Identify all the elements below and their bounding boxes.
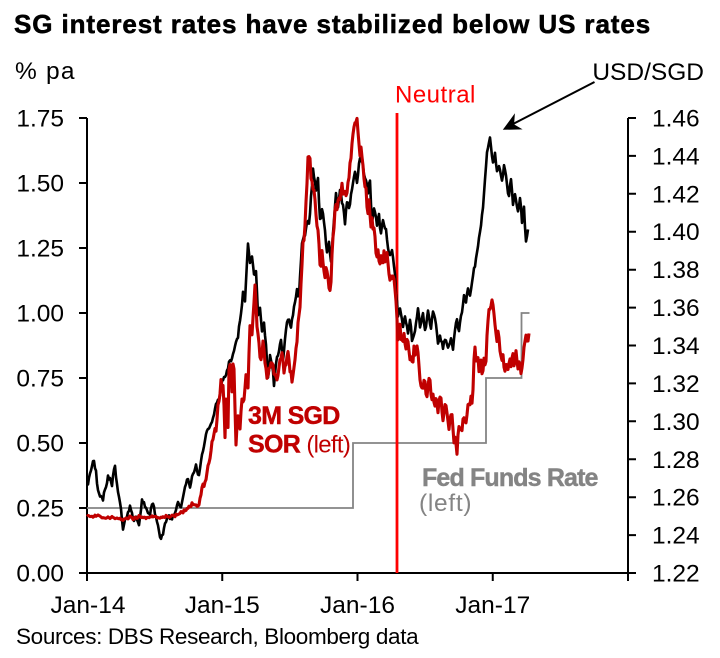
svg-text:1.40: 1.40 — [652, 219, 700, 246]
svg-text:1.42: 1.42 — [652, 181, 700, 208]
svg-text:1.25: 1.25 — [16, 236, 64, 263]
svg-text:0.00: 0.00 — [16, 561, 64, 588]
svg-text:3M SGD: 3M SGD — [248, 402, 340, 430]
svg-text:1.24: 1.24 — [652, 523, 700, 550]
svg-text:1.34: 1.34 — [652, 333, 700, 360]
svg-text:1.26: 1.26 — [652, 485, 700, 512]
svg-text:1.44: 1.44 — [652, 143, 700, 170]
svg-text:1.28: 1.28 — [652, 447, 700, 474]
svg-text:0.75: 0.75 — [16, 366, 64, 393]
svg-text:1.36: 1.36 — [652, 295, 700, 322]
svg-text:(left): (left) — [419, 490, 472, 517]
svg-text:1.75: 1.75 — [16, 106, 64, 133]
svg-text:% pa: % pa — [15, 58, 76, 85]
svg-text:1.00: 1.00 — [16, 301, 64, 328]
svg-text:1.38: 1.38 — [652, 257, 700, 284]
svg-text:SOR (left): SOR (left) — [248, 431, 350, 459]
svg-text:Jan-16: Jan-16 — [320, 592, 395, 619]
svg-text:Jan-15: Jan-15 — [185, 592, 260, 619]
svg-text:0.25: 0.25 — [16, 496, 64, 523]
svg-text:USD/SGD: USD/SGD — [592, 59, 704, 86]
svg-text:1.30: 1.30 — [652, 409, 700, 436]
svg-text:1.32: 1.32 — [652, 371, 700, 398]
svg-text:1.50: 1.50 — [16, 171, 64, 198]
svg-text:Fed Funds Rate: Fed Funds Rate — [422, 464, 599, 492]
svg-text:0.50: 0.50 — [16, 431, 64, 458]
svg-text:Jan-17: Jan-17 — [455, 592, 530, 619]
svg-text:Jan-14: Jan-14 — [51, 592, 126, 619]
svg-text:1.46: 1.46 — [652, 106, 700, 133]
svg-text:1.22: 1.22 — [652, 561, 700, 588]
svg-text:Sources: DBS Research, Bloombe: Sources: DBS Research, Bloomberg data — [16, 624, 419, 649]
svg-text:Neutral: Neutral — [395, 82, 476, 109]
svg-text:SG interest rates have stabili: SG interest rates have stabilized below … — [14, 9, 651, 39]
